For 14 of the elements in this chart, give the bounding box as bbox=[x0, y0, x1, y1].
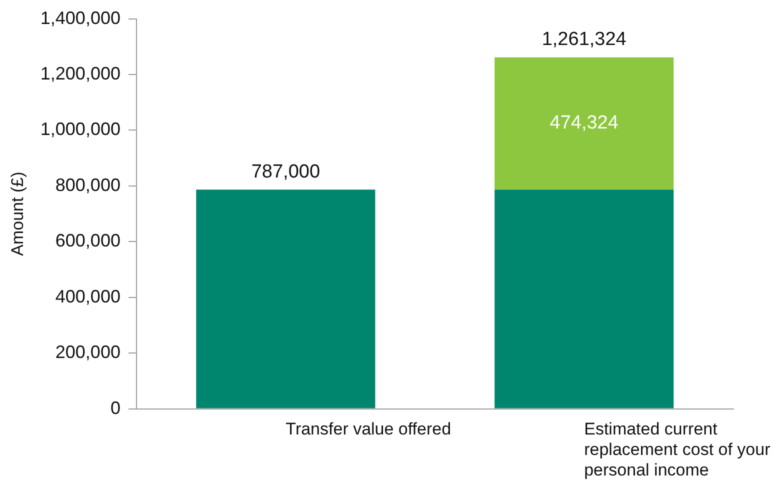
x-tick-label: Transfer value offered bbox=[286, 420, 452, 439]
y-axis-title: Amount (£) bbox=[8, 172, 27, 256]
y-tick-label: 1,000,000 bbox=[40, 119, 120, 140]
y-tick-label: 600,000 bbox=[55, 230, 120, 251]
y-tick-label: 200,000 bbox=[55, 342, 120, 362]
y-tick-label: 800,000 bbox=[55, 174, 120, 195]
y-tick-label: 1,400,000 bbox=[40, 8, 120, 28]
total-label: 1,261,324 bbox=[542, 29, 627, 50]
data-label: 474,324 bbox=[550, 112, 619, 134]
y-tick-label: 1,200,000 bbox=[40, 63, 120, 84]
x-tick-label: Estimated current replacement cost of your personal income bbox=[584, 420, 771, 480]
total-label: 787,000 bbox=[251, 161, 320, 182]
y-tick-label: 0 bbox=[110, 398, 120, 418]
y-tick-label: 400,000 bbox=[55, 286, 120, 306]
